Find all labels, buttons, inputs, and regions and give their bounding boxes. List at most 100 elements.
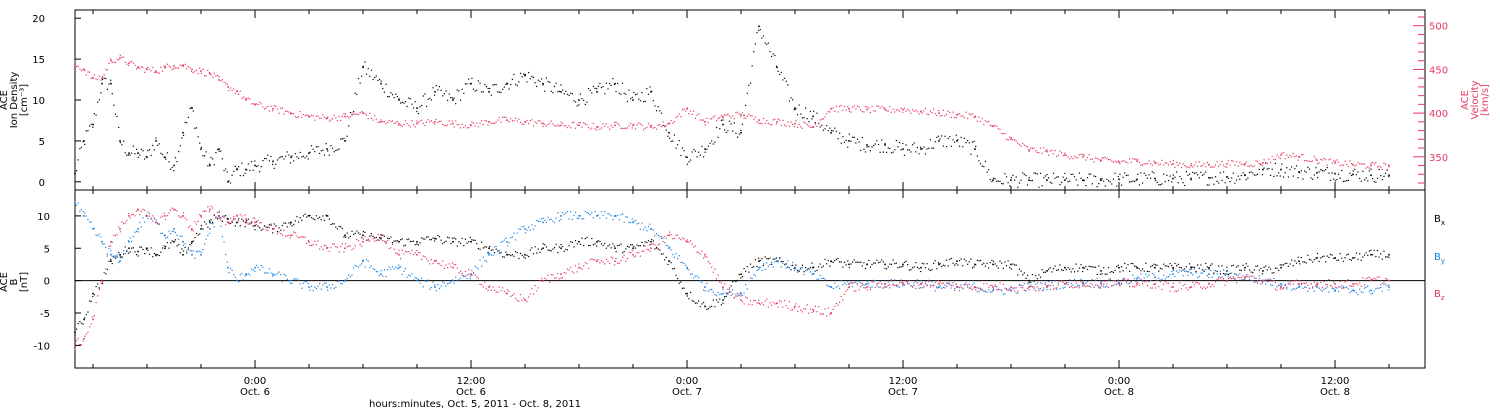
velocity-series-point [945,113,948,116]
density-series-point [694,150,697,152]
density-series-point [812,115,814,118]
velocity-series-point [553,125,556,127]
bx-series-point [667,263,669,266]
bx-series-point [660,253,663,255]
density-series-point [1064,179,1066,181]
by-series-point [758,266,760,269]
density-series-point [1355,174,1358,176]
bz-series-point [753,300,755,302]
bz-series-point [286,235,288,237]
density-series-point [874,143,876,145]
by-series-point [549,219,551,221]
density-series-point [745,104,747,107]
by-series-point [1237,274,1239,276]
bz-series-point [853,290,855,292]
velocity-series-point [1300,154,1302,156]
bx-series-point [618,244,620,246]
by-series-point [1200,272,1202,274]
bz-series-point [1229,276,1231,279]
by-series-point [152,220,154,222]
velocity-series-point [646,126,648,128]
by-series-point [983,290,985,292]
bz-series-point [1018,283,1021,286]
density-series-point [1154,177,1156,180]
bx-series-point [252,225,254,227]
bz-series-point [445,264,447,266]
density-series-point [173,170,175,172]
bx-series-point [636,244,638,246]
bx-series-point [341,227,343,229]
bz-series-point [1284,283,1286,286]
velocity-series-point [579,121,582,124]
bx-series-point [939,263,941,265]
by-series-point [724,297,726,299]
by-series-point [1049,288,1051,291]
by-series-point [1286,288,1288,290]
velocity-series-point [320,117,322,120]
bx-series-point [254,224,256,227]
bx-series-point [88,300,91,302]
density-series-point [1334,180,1336,182]
density-series-point [202,155,204,157]
density-series-point [425,105,428,107]
velocity-series-point [419,120,421,122]
by-series-point [74,202,76,204]
velocity-series-point [252,103,254,105]
density-series-point [87,130,89,132]
by-series-point [135,230,138,232]
bx-series-point [782,260,784,263]
velocity-series-point [1099,160,1102,162]
bz-series-point [1158,286,1160,288]
by-series-point [1325,287,1327,289]
velocity-series-point [448,120,450,122]
by-series-point [562,211,564,214]
bz-series-point [1226,279,1228,282]
by-series-point [481,265,483,267]
bx-series-point [1036,278,1038,280]
density-series-point [911,144,914,146]
velocity-series-point [174,67,177,69]
bx-series-point [338,225,340,228]
velocity-series-point [675,116,677,118]
bz-series-point [680,238,682,241]
bz-series-point [1116,281,1118,283]
bz-series-point [174,209,177,211]
by-series-point [924,281,927,283]
by-series-point [288,280,290,282]
density-series-point [950,145,953,147]
velocity-series-point [1354,165,1356,167]
bx-series-point [714,306,716,308]
density-series-point [187,116,189,119]
by-series-point [1349,291,1351,294]
bx-series-point [991,259,993,261]
bz-series-point [231,220,233,222]
bz-series-point [98,288,100,291]
velocity-series-point [430,120,432,122]
velocity-series-point [1339,165,1341,167]
bx-series-point [905,260,907,262]
bz-series-point [236,214,238,216]
velocity-series-point [215,75,217,77]
by-series-point [1114,280,1116,282]
velocity-series-point [1082,153,1084,156]
density-series-point [1298,171,1300,173]
bx-series-point [694,302,697,304]
bz-series-point [123,222,125,225]
velocity-series [74,54,1390,171]
by-series-point [892,283,894,285]
by-series-point [150,217,152,219]
bz-series-point [1093,286,1095,289]
density-series-point [1352,170,1354,172]
density-series-point [822,129,825,131]
density-series-point [971,141,974,143]
bx-series-point [989,262,991,264]
by-series-point [508,242,510,244]
bz-series-point [270,223,272,225]
bx-series-point [777,260,779,262]
bz-series-point [1219,277,1221,279]
bx-series-point [984,265,987,267]
by-series-point [1020,284,1022,286]
velocity-series-point [1015,140,1017,142]
velocity-series-point [244,97,246,99]
velocity-series-point [1316,162,1319,165]
